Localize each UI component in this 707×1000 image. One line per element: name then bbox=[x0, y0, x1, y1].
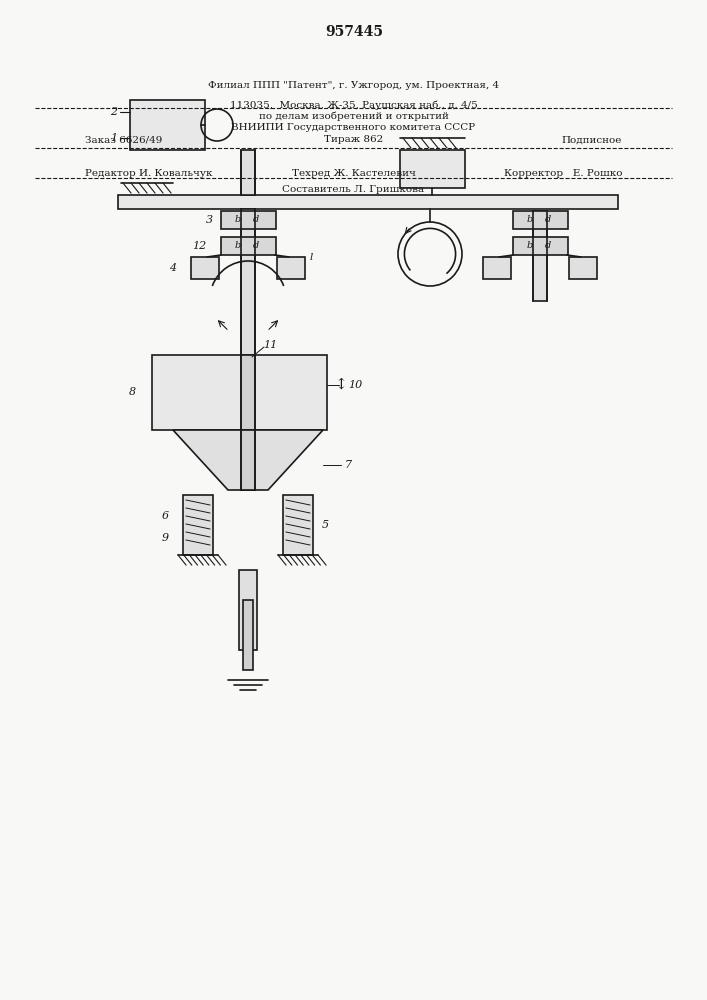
Text: 3: 3 bbox=[206, 215, 213, 225]
Text: Редактор И. Ковальчук: Редактор И. Ковальчук bbox=[85, 169, 212, 178]
Text: 12: 12 bbox=[192, 241, 206, 251]
Bar bbox=[513, 211, 568, 229]
Text: b: b bbox=[527, 241, 533, 250]
Bar bbox=[130, 100, 205, 150]
Text: 8: 8 bbox=[129, 387, 136, 397]
Text: d: d bbox=[253, 216, 259, 225]
Text: d: d bbox=[545, 216, 551, 225]
Text: Корректор   Е. Рошко: Корректор Е. Рошко bbox=[503, 169, 622, 178]
Bar bbox=[241, 430, 255, 490]
Bar bbox=[241, 355, 255, 430]
Text: 7: 7 bbox=[344, 460, 351, 470]
Bar bbox=[191, 257, 219, 279]
Polygon shape bbox=[173, 430, 323, 490]
Text: Заказ 6626/49: Заказ 6626/49 bbox=[85, 135, 162, 144]
Bar bbox=[241, 150, 255, 195]
Bar bbox=[400, 150, 465, 188]
Text: 9: 9 bbox=[161, 533, 168, 543]
Bar bbox=[221, 237, 276, 255]
Bar bbox=[221, 211, 276, 229]
Bar bbox=[183, 495, 213, 555]
Text: 4: 4 bbox=[170, 263, 177, 273]
Text: 11: 11 bbox=[263, 340, 277, 350]
Text: b: b bbox=[527, 216, 533, 225]
Bar bbox=[569, 257, 597, 279]
Text: Подписное: Подписное bbox=[562, 135, 622, 144]
Text: ↕: ↕ bbox=[334, 378, 347, 392]
Text: ВНИИПИ Государственного комитета СССР: ВНИИПИ Государственного комитета СССР bbox=[231, 122, 476, 131]
Text: b: b bbox=[235, 216, 241, 225]
Text: 1: 1 bbox=[110, 133, 117, 143]
Text: 10: 10 bbox=[348, 380, 362, 390]
Bar bbox=[243, 600, 253, 670]
Text: l: l bbox=[310, 252, 312, 261]
Bar bbox=[533, 211, 547, 301]
Text: 113035,  Москва, Ж-35, Раушская наб., д. 4/5: 113035, Москва, Ж-35, Раушская наб., д. … bbox=[230, 100, 477, 110]
Text: по делам изобретений и открытий: по делам изобретений и открытий bbox=[259, 111, 448, 121]
Text: Филиал ППП "Патент", г. Ужгород, ум. Проектная, 4: Филиал ППП "Патент", г. Ужгород, ум. Про… bbox=[208, 81, 499, 90]
Text: Техред Ж. Кастелевич: Техред Ж. Кастелевич bbox=[291, 169, 416, 178]
Text: d: d bbox=[253, 241, 259, 250]
Text: 6: 6 bbox=[161, 511, 168, 521]
Text: Тираж 862: Тираж 862 bbox=[324, 135, 383, 144]
Bar bbox=[152, 355, 327, 430]
Bar bbox=[239, 570, 257, 650]
Bar bbox=[241, 209, 255, 490]
Text: d: d bbox=[545, 241, 551, 250]
Text: b: b bbox=[235, 241, 241, 250]
Bar bbox=[483, 257, 511, 279]
Text: 5: 5 bbox=[322, 520, 329, 530]
Text: 2: 2 bbox=[110, 107, 117, 117]
Text: Составитель Л. Гришкова: Составитель Л. Гришкова bbox=[282, 186, 425, 194]
Text: 957445: 957445 bbox=[325, 25, 383, 39]
Bar bbox=[118, 195, 618, 209]
Bar bbox=[277, 257, 305, 279]
Bar bbox=[283, 495, 313, 555]
Bar bbox=[513, 237, 568, 255]
